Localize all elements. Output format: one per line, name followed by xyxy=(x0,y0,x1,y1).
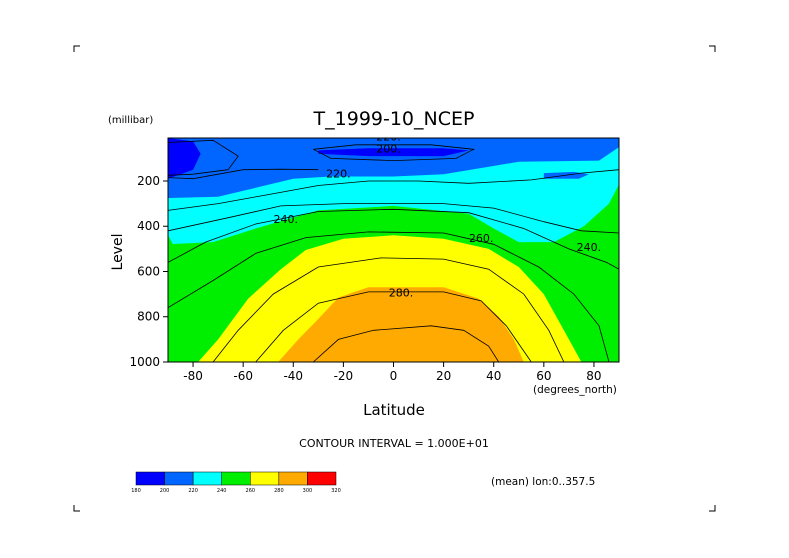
colorbar-label: 180 xyxy=(131,488,141,494)
contour-line xyxy=(168,208,619,270)
colorbar-swatch xyxy=(278,471,308,486)
x-tick-label: 80 xyxy=(586,369,601,383)
colorbar-swatch xyxy=(164,471,194,486)
contour-label: 240. xyxy=(577,241,602,254)
colorbar: 180 200 220 240 260 280 300 320 xyxy=(131,471,341,494)
colorbar-label: 240 xyxy=(217,488,227,494)
contour-line xyxy=(168,139,239,176)
contour-line xyxy=(313,144,476,162)
contour-line xyxy=(168,169,619,211)
colorbar-swatch xyxy=(221,471,251,486)
plot-area: 200.220.220.240.260.240.280. xyxy=(167,130,620,363)
footnote: (mean) lon:0..357.5 xyxy=(491,476,595,488)
contour-label: 280. xyxy=(389,286,414,299)
colorbar-swatch xyxy=(135,471,165,486)
x-axis-label: Latitude xyxy=(363,401,425,419)
x-tick-label: 20 xyxy=(436,369,451,383)
colorbar-label: 300 xyxy=(303,488,313,494)
region-darkblue-equator xyxy=(318,148,469,157)
y-tick-label: 200 xyxy=(137,174,160,188)
contour-line xyxy=(168,168,319,180)
colorbar-label: 280 xyxy=(274,488,284,494)
region-darkblue-polar xyxy=(168,138,201,179)
region-blue-core-upper xyxy=(168,138,619,198)
x-tick-label: 0 xyxy=(390,369,398,383)
page-corner-marks xyxy=(73,45,716,512)
x-tick-label: -60 xyxy=(233,369,253,383)
contour-label: 200. xyxy=(376,143,401,156)
y-unit-label: (millibar) xyxy=(108,115,153,126)
x-tick-label: -40 xyxy=(283,369,303,383)
x-tick-label: -20 xyxy=(334,369,354,383)
y-tick-label: 400 xyxy=(137,219,160,233)
colorbar-swatch xyxy=(192,471,222,486)
contour-interval-text: CONTOUR INTERVAL = 1.000E+01 xyxy=(299,437,489,450)
contour-label: 220. xyxy=(376,130,401,143)
y-tick-label: 800 xyxy=(137,310,160,324)
colorbar-label: 220 xyxy=(188,488,198,494)
x-axis: -80 -60 -40 -20 0 20 40 60 80 xyxy=(183,362,602,383)
colorbar-label: 320 xyxy=(331,488,341,494)
colorbar-swatch xyxy=(250,471,280,486)
y-axis: 200 400 600 800 1000 xyxy=(129,174,168,369)
colorbar-label: 200 xyxy=(160,488,170,494)
colorbar-swatch xyxy=(307,471,337,486)
region-green-south-edge xyxy=(168,235,188,362)
contour-line xyxy=(168,231,610,362)
x-tick-label: 60 xyxy=(536,369,551,383)
y-axis-label: Level xyxy=(110,234,126,271)
contour-label: 220. xyxy=(326,168,351,181)
x-tick-label: 40 xyxy=(486,369,501,383)
contour-line xyxy=(313,325,500,362)
contour-label: 260. xyxy=(469,232,494,245)
region-orange-warmest xyxy=(278,287,524,362)
plot-content: 200.220.220.240.260.240.280. xyxy=(168,130,619,362)
colorbar-label: 260 xyxy=(246,488,256,494)
chart-title: T_1999-10_NCEP xyxy=(313,108,475,130)
contour-label: 240. xyxy=(274,213,299,226)
x-tick-label: -80 xyxy=(183,369,203,383)
contour-line xyxy=(212,257,565,362)
y-tick-label: 1000 xyxy=(129,355,160,369)
contour-line xyxy=(255,291,532,362)
y-tick-label: 600 xyxy=(137,264,160,278)
x-unit-label: (degrees_north) xyxy=(533,384,617,396)
contour-line xyxy=(168,203,619,234)
